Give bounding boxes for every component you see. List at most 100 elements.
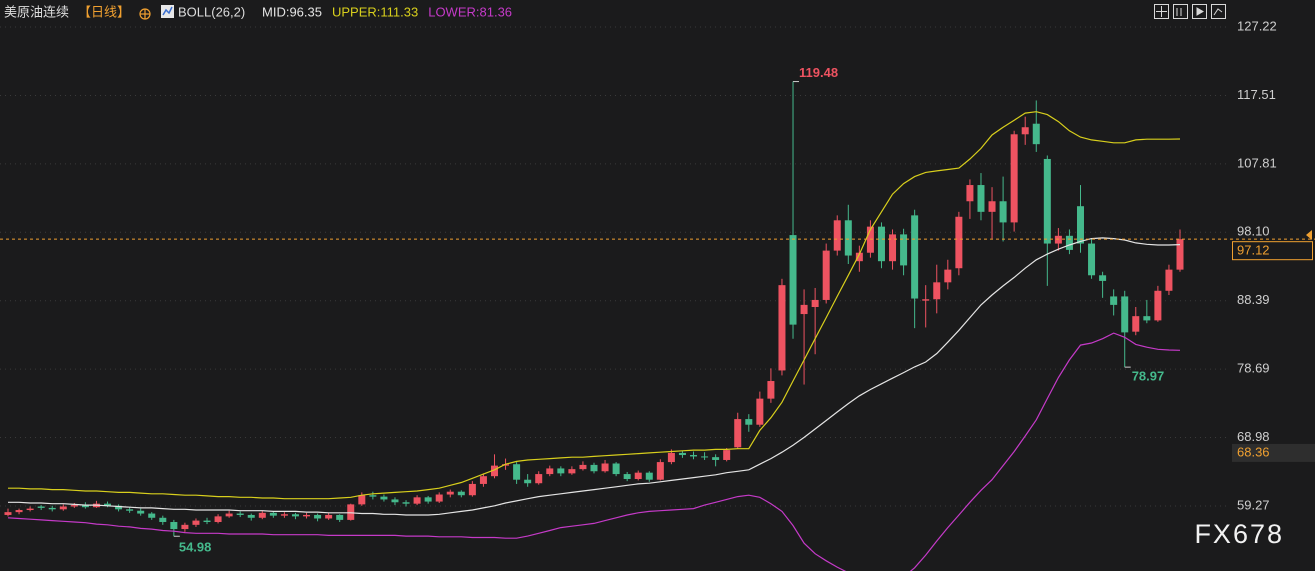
candle-body <box>822 250 830 300</box>
candle-body <box>524 479 532 484</box>
price-level-box <box>1232 443 1315 462</box>
y-axis: 127.22 117.51 107.81 98.10 88.39 78.69 68.98 59… <box>1237 18 1277 512</box>
candle-body <box>104 503 112 506</box>
candle-body <box>855 252 863 262</box>
candle-body <box>148 513 156 518</box>
candle-body <box>557 468 565 474</box>
candle-body <box>656 462 664 480</box>
candle-body <box>612 463 620 475</box>
indicator-label: BOLL(26,2) <box>178 4 245 19</box>
candle-body <box>590 464 598 472</box>
legend-entry: MID:96.35 <box>262 4 322 19</box>
candle-body <box>977 185 985 212</box>
candle-body <box>170 522 178 530</box>
candle-body <box>745 419 753 425</box>
candle-body <box>911 215 919 299</box>
candle-body <box>1065 235 1073 250</box>
candle-body <box>889 234 897 262</box>
legend: MID:96.35 UPPER:111.33 LOWER:81.36 <box>262 4 512 19</box>
candle-body <box>446 491 454 495</box>
candle-body <box>303 514 311 517</box>
candle-body <box>789 235 797 325</box>
candle-body <box>1088 243 1096 276</box>
candle-body <box>280 514 288 516</box>
candle-body <box>1099 275 1107 281</box>
candle-body <box>1076 206 1084 244</box>
candle-body <box>26 508 34 511</box>
candle-body <box>369 495 377 497</box>
candle-body <box>767 381 775 399</box>
candle-body <box>457 491 465 496</box>
candle-body <box>70 505 78 507</box>
candle-body <box>988 201 996 212</box>
candle-body <box>291 514 299 517</box>
candle-body <box>601 463 609 472</box>
candle-body <box>667 452 675 463</box>
y-tick-label: 88.39 <box>1237 292 1270 307</box>
candle-body <box>424 497 432 502</box>
last-price-box <box>1232 241 1313 261</box>
candle-body <box>966 185 974 202</box>
candle-body <box>1010 134 1018 223</box>
candle-body <box>59 506 67 510</box>
candle-body <box>579 464 587 470</box>
candle-body <box>1121 296 1129 333</box>
candle-body <box>314 514 322 519</box>
candle-body <box>502 464 510 466</box>
price-level-label: 68.36 <box>1237 444 1270 459</box>
candle-body <box>15 510 23 513</box>
candle-body <box>1154 290 1162 321</box>
candle-body <box>701 456 709 458</box>
candle-body <box>944 269 952 283</box>
candle-body <box>1032 123 1040 145</box>
candle-body <box>634 472 642 480</box>
candle-body <box>623 474 631 480</box>
candle-body <box>568 469 576 474</box>
candle-body <box>4 512 12 515</box>
candle-body <box>380 496 388 500</box>
legend-entry: LOWER:81.36 <box>428 4 512 19</box>
y-tick-label: 59.27 <box>1237 497 1270 512</box>
watermark: FX678 <box>1194 519 1284 549</box>
candle-body <box>800 304 808 315</box>
y-tick-label: 127.22 <box>1237 18 1277 33</box>
plot-area <box>4 81 1184 571</box>
y-tick-label: 68.98 <box>1237 429 1270 444</box>
add-icon[interactable] <box>139 8 151 20</box>
boll-line <box>7 332 1181 571</box>
candle-body <box>712 457 720 460</box>
candle-body <box>535 474 543 484</box>
candle-body <box>546 468 554 475</box>
extreme-label: 78.97 <box>1132 369 1165 384</box>
legend-entry: UPPER:111.33 <box>332 4 418 19</box>
candle-body <box>269 512 277 516</box>
candle-body <box>391 499 399 503</box>
candle-body <box>48 507 56 510</box>
candle-body <box>490 465 498 477</box>
candle-body <box>181 524 189 530</box>
candle-body <box>325 514 333 519</box>
candle-body <box>1143 316 1151 321</box>
toolbar[interactable] <box>1154 4 1226 19</box>
candle-body <box>126 509 134 511</box>
candle-body <box>645 472 653 480</box>
extreme-label: 54.98 <box>179 540 212 555</box>
candle-body <box>468 483 476 496</box>
candle-body <box>778 285 786 371</box>
y-tick-label: 98.10 <box>1237 224 1270 239</box>
candle-body <box>159 517 167 523</box>
price-pointer <box>1306 230 1312 240</box>
candle-body <box>833 220 841 251</box>
candle-body <box>1176 239 1184 270</box>
period-label: 【日线】 <box>78 4 130 19</box>
candle-body <box>479 476 487 484</box>
indicator-icon[interactable] <box>161 5 174 18</box>
candle-body <box>81 505 89 508</box>
candle-body <box>358 495 366 505</box>
candle-body <box>844 220 852 256</box>
candle-body <box>402 502 410 504</box>
candle-body <box>225 513 233 517</box>
candle-body <box>137 510 145 514</box>
